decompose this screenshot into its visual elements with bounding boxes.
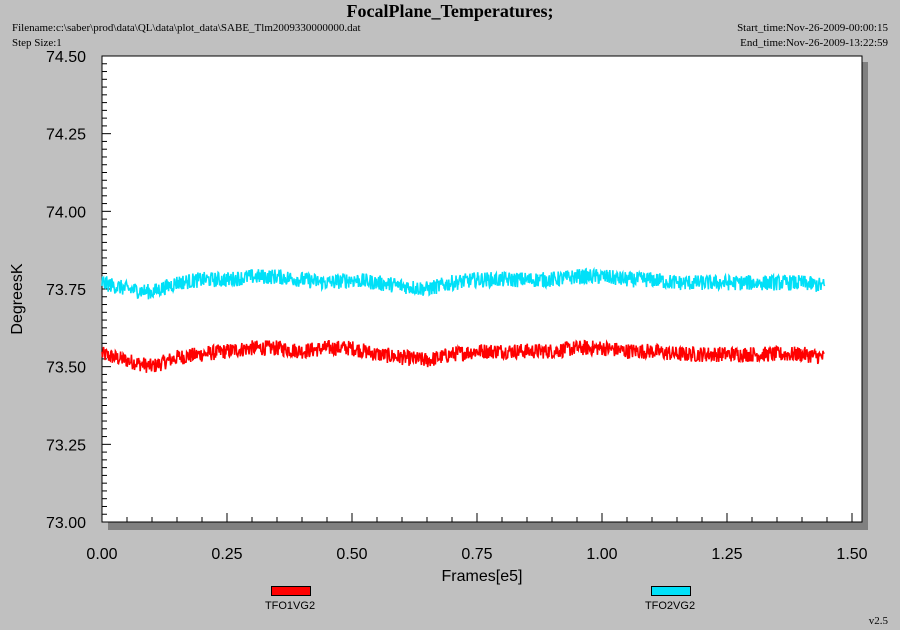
legend-swatch-tfo2vg2 <box>651 586 691 596</box>
x-axis-label: Frames[e5] <box>442 568 523 585</box>
filename-label: Filename:c:\saber\prod\data\QL\data\plot… <box>12 22 361 34</box>
x-tick-label: 0.25 <box>211 546 242 563</box>
x-tick-label: 1.00 <box>586 546 617 563</box>
y-tick-label: 73.00 <box>46 515 86 532</box>
version-label: v2.5 <box>868 615 888 627</box>
legend-label-tfo1vg2: TFO1VG2 <box>264 600 316 612</box>
y-tick-label: 74.25 <box>46 127 86 144</box>
y-tick-label: 73.50 <box>46 360 86 377</box>
legend-swatch-tfo1vg2 <box>271 586 311 596</box>
x-tick-label: 1.50 <box>836 546 867 563</box>
x-tick-label: 0.50 <box>336 546 367 563</box>
y-tick-label: 73.75 <box>46 282 86 299</box>
x-axis: 0.00 0.25 0.50 0.75 1.00 1.25 1.50 <box>86 513 868 563</box>
series-line-tfo1vg2 <box>101 339 825 373</box>
x-tick-label: 0.75 <box>461 546 492 563</box>
y-tick-label: 73.25 <box>46 437 86 454</box>
step-size-label: Step Size:1 <box>12 37 62 49</box>
series-line-tfo2vg2 <box>101 266 826 300</box>
x-tick-label: 0.00 <box>86 546 117 563</box>
y-axis-label: DegreesK <box>9 263 26 334</box>
y-tick-label: 74.50 <box>46 49 86 66</box>
chart-title: FocalPlane_Temperatures; <box>346 1 554 21</box>
legend-label-tfo2vg2: TFO2VG2 <box>644 600 696 612</box>
x-tick-label: 1.25 <box>711 546 742 563</box>
end-time-label: End_time:Nov-26-2009-13:22:59 <box>740 37 888 49</box>
y-tick-label: 74.00 <box>46 204 86 221</box>
plot-background <box>101 55 863 523</box>
series-layer <box>101 266 826 373</box>
start-time-label: Start_time:Nov-26-2009-00:00:15 <box>737 22 888 34</box>
y-axis: 73.00 73.25 73.50 73.75 74.00 74.25 74.50 <box>46 49 111 532</box>
